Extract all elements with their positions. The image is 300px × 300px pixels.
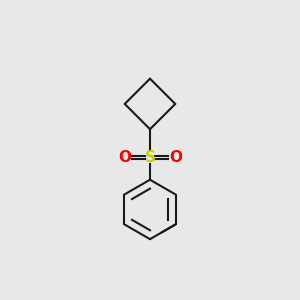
Text: O: O <box>169 150 182 165</box>
Text: O: O <box>118 150 131 165</box>
Text: S: S <box>145 150 155 165</box>
